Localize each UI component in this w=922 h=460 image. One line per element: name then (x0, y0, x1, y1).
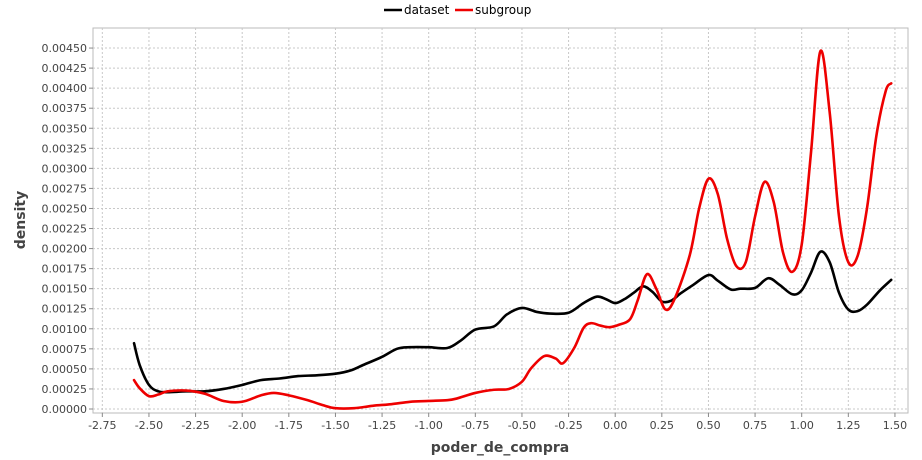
y-axis: 0.00000 0.00025 0.00050 0.00075 0.00100 0.001… (42, 42, 93, 416)
x-tick-label: -2.75 (88, 419, 116, 432)
x-tick-label: 0.00 (603, 419, 628, 432)
series-layer (132, 49, 893, 410)
y-tick-label: 0.00275 (42, 182, 88, 195)
y-tick-label: 0.00050 (42, 363, 88, 376)
y-tick-label: 0.00400 (42, 82, 88, 95)
x-tick-label: -1.25 (368, 419, 396, 432)
y-tick-label: 0.00025 (42, 383, 88, 396)
series-line-dataset (132, 250, 893, 394)
x-tick-label: 1.50 (883, 419, 908, 432)
x-tick-label: -0.25 (554, 419, 582, 432)
y-tick-label: 0.00175 (42, 263, 88, 276)
x-tick-label: -2.50 (135, 419, 163, 432)
x-tick-label: 0.25 (650, 419, 675, 432)
x-tick-label: 1.00 (789, 419, 814, 432)
x-tick-label: -0.75 (461, 419, 489, 432)
y-tick-label: 0.00000 (42, 403, 88, 416)
legend-label-dataset: dataset (404, 3, 450, 17)
y-tick-label: 0.00200 (42, 243, 88, 256)
x-tick-label: 0.75 (743, 419, 768, 432)
y-tick-label: 0.00125 (42, 303, 88, 316)
x-tick-label: -1.75 (275, 419, 303, 432)
x-tick-label: -2.25 (181, 419, 209, 432)
y-tick-label: 0.00100 (42, 323, 88, 336)
y-axis-title: density (13, 191, 29, 249)
y-tick-label: 0.00300 (42, 162, 88, 175)
x-tick-label: -2.00 (228, 419, 256, 432)
y-tick-label: 0.00350 (42, 122, 88, 135)
y-tick-label: 0.00150 (42, 283, 88, 296)
legend: dataset subgroup (384, 3, 531, 17)
x-tick-label: -1.50 (321, 419, 349, 432)
x-tick-label: 1.25 (836, 419, 861, 432)
series-line-subgroup (132, 49, 893, 410)
y-tick-label: 0.00450 (42, 42, 88, 55)
x-axis: -2.75 -2.50 -2.25 -2.00 -1.75 -1.50 -1.25 -1.00… (88, 413, 907, 432)
legend-label-subgroup: subgroup (475, 3, 531, 17)
y-tick-label: 0.00250 (42, 202, 88, 215)
y-tick-label: 0.00225 (42, 223, 88, 236)
x-axis-title: poder_de_compra (431, 440, 569, 456)
y-tick-label: 0.00325 (42, 142, 88, 155)
y-tick-label: 0.00075 (42, 343, 88, 356)
y-tick-label: 0.00425 (42, 62, 88, 75)
plot-area (92, 27, 909, 414)
x-tick-label: -1.00 (414, 419, 442, 432)
x-tick-label: 0.50 (696, 419, 721, 432)
y-tick-label: 0.00375 (42, 102, 88, 115)
x-tick-label: -0.50 (508, 419, 536, 432)
